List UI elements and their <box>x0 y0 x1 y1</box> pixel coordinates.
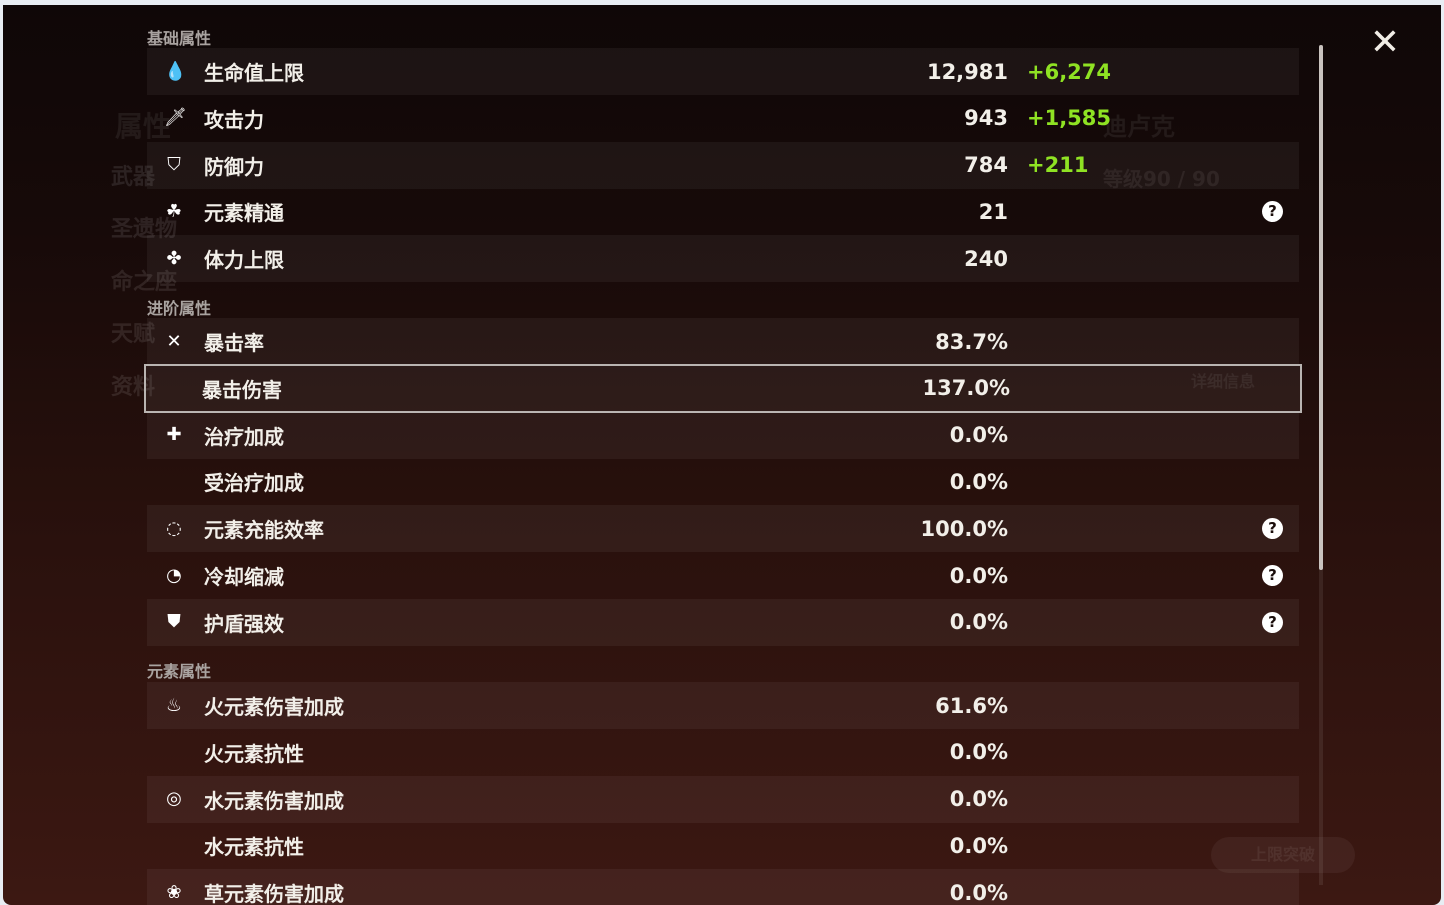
bg-menu-talents: 天赋 <box>111 322 156 347</box>
bg-ascend-button: 上限突破 <box>1211 837 1355 873</box>
stat-value: 0.0% <box>949 740 1008 765</box>
stat-label: 攻击力 <box>204 107 264 132</box>
help-icon[interactable]: ? <box>1262 611 1283 633</box>
scrollbar-thumb[interactable] <box>1319 45 1323 570</box>
stat-row[interactable]: 💧 生命值上限 12,981 +6,274 <box>147 48 1299 95</box>
stat-value: 0.0% <box>949 833 1008 858</box>
section-title: 基础属性 <box>147 29 212 48</box>
stat-value: 21 <box>978 199 1008 224</box>
help-icon[interactable]: ? <box>1262 518 1283 540</box>
stat-row[interactable]: ✤ 体力上限 240 <box>147 235 1299 283</box>
stat-label: 冷却缩减 <box>204 565 284 589</box>
stat-label: 暴击率 <box>204 331 264 355</box>
shield-icon: ⛉ <box>167 154 181 176</box>
stat-row[interactable]: ☘ 元素精通 21? <box>147 188 1299 235</box>
stat-value: 12,981 <box>926 59 1008 84</box>
bg-menu-weapon: 武器 <box>111 165 156 190</box>
stat-label: 水元素抗性 <box>204 835 304 860</box>
help-icon[interactable]: ? <box>1262 201 1283 223</box>
elemental-mastery-icon: ☘ <box>165 200 183 222</box>
stat-label: 元素充能效率 <box>204 518 324 543</box>
stat-row[interactable]: 火元素抗性 0.0% <box>147 729 1299 776</box>
bg-menu-constellation: 命之座 <box>111 270 178 295</box>
stat-value: 943 <box>964 106 1008 131</box>
hydro-icon: ◎ <box>166 788 182 810</box>
stat-label: 体力上限 <box>204 248 284 273</box>
stat-label: 受治疗加成 <box>204 471 304 496</box>
stat-row[interactable]: ✕ 暴击率 83.7% <box>147 318 1299 365</box>
stat-label: 元素精通 <box>204 201 284 226</box>
stat-bonus: +1,585 <box>1027 106 1112 131</box>
stat-label: 暴击伤害 <box>202 377 282 402</box>
energy-recharge-icon: ◌ <box>166 517 182 539</box>
stat-row[interactable]: ◔ 冷却缩减 0.0%? <box>147 552 1299 599</box>
stat-row[interactable]: ✚ 治疗加成 0.0% <box>147 411 1299 459</box>
stat-label: 草元素伤害加成 <box>204 882 344 905</box>
stat-value: 137.0% <box>922 376 1010 401</box>
sword-icon: 🗡 <box>164 107 187 129</box>
stat-label: 防御力 <box>204 154 264 179</box>
section-title: 元素属性 <box>147 662 212 681</box>
stat-row[interactable]: ❀ 草元素伤害加成 0.0% <box>147 869 1299 905</box>
stat-value: 83.7% <box>935 329 1008 354</box>
stat-row[interactable]: 🗡 攻击力 943 +1,585 <box>147 95 1299 142</box>
stat-label: 火元素抗性 <box>204 741 304 766</box>
stat-row[interactable]: 水元素抗性 0.0% <box>147 822 1299 869</box>
stat-row[interactable]: ◎ 水元素伤害加成 0.0% <box>147 775 1299 823</box>
healing-cross-icon: ✚ <box>166 424 182 446</box>
pyro-icon: ♨ <box>165 694 183 716</box>
bg-level: 等级90 / 90 <box>1103 167 1220 191</box>
stamina-icon: ✤ <box>166 247 182 269</box>
stat-bonus: +211 <box>1027 153 1089 178</box>
bg-menu-profile: 资料 <box>111 375 156 400</box>
shield-strength-icon: ⛊ <box>167 611 181 633</box>
stat-label: 治疗加成 <box>204 424 284 449</box>
stat-value: 0.0% <box>949 610 1008 635</box>
stat-bonus: +6,274 <box>1027 59 1112 84</box>
close-button[interactable]: ✕ <box>1369 22 1401 63</box>
bg-menu-attributes: 属性 <box>115 110 172 143</box>
stat-value: 0.0% <box>949 563 1008 588</box>
bg-details-button: 详细信息 <box>1191 372 1256 391</box>
stat-value: 61.6% <box>935 693 1008 718</box>
stat-value: 0.0% <box>949 880 1008 905</box>
stat-row[interactable]: ⛉ 防御力 784 +211 <box>147 141 1299 189</box>
help-icon[interactable]: ? <box>1262 565 1283 586</box>
bg-menu-artifacts: 圣遗物 <box>111 217 178 242</box>
attribute-detail-window: 属性 武器 圣遗物 命之座 天赋 资料 迪卢克 等级90 / 90 详细信息 上… <box>3 5 1441 905</box>
stat-row[interactable]: 暴击伤害 137.0% <box>144 363 1302 413</box>
hp-drop-icon: 💧 <box>164 60 187 82</box>
stat-value: 0.0% <box>949 469 1008 494</box>
dendro-icon: ❀ <box>166 881 182 903</box>
stat-label: 护盾强效 <box>204 611 284 636</box>
stat-value: 240 <box>964 246 1008 271</box>
scrollbar[interactable] <box>1319 45 1323 885</box>
stat-label: 火元素伤害加成 <box>204 695 344 719</box>
stat-row[interactable]: ♨ 火元素伤害加成 61.6% <box>147 682 1299 729</box>
stat-label: 水元素伤害加成 <box>204 788 344 813</box>
bg-character-name: 迪卢克 <box>1103 113 1175 141</box>
cooldown-icon: ◔ <box>166 564 182 586</box>
crit-rate-icon: ✕ <box>166 330 182 352</box>
stat-value: 100.0% <box>920 516 1008 541</box>
stat-value: 784 <box>964 153 1008 178</box>
stat-row[interactable]: ⛊ 护盾强效 0.0%? <box>147 598 1299 646</box>
stat-value: 0.0% <box>949 787 1008 812</box>
section-title: 进阶属性 <box>147 299 212 318</box>
stat-row[interactable]: 受治疗加成 0.0% <box>147 458 1299 505</box>
stat-row[interactable]: ◌ 元素充能效率 100.0%? <box>147 505 1299 553</box>
stat-label: 生命值上限 <box>204 61 304 85</box>
stat-value: 0.0% <box>949 423 1008 448</box>
